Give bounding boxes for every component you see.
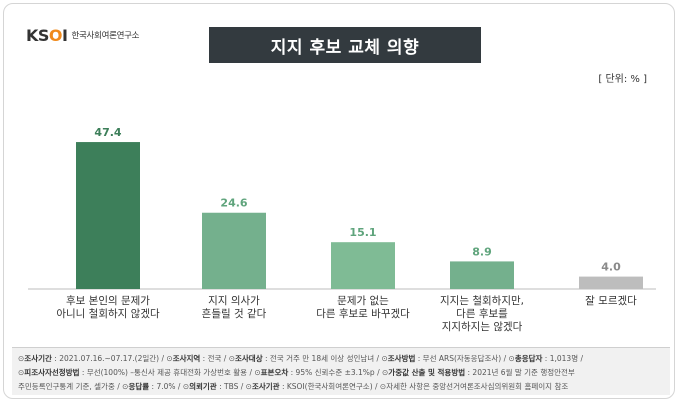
footer-line-3: 주민등록인구통계 기준, 셀가중 / ⊙응답률 : 7.0% / ⊙의뢰기관 :… — [18, 382, 569, 391]
data-label-3: 8.9 — [472, 245, 492, 258]
bar-2 — [331, 242, 395, 289]
category-label-4: 잘 모르겠다 — [585, 295, 637, 307]
footer-value: : 전국 — [200, 354, 222, 363]
bar-1 — [202, 212, 266, 289]
footer-label: 조사기간 — [24, 354, 52, 363]
footer-value: : 무선(100%) –통신사 제공 휴대전화 가상번호 활용 — [79, 368, 248, 377]
footer-value: 주민등록인구통계 기준, 셀가중 / — [18, 382, 123, 391]
chart-frame: KSOI 한국사회여론연구소 지지 후보 교체 의향 [ 단위: % ] 47.… — [3, 3, 675, 399]
footer-value: : 2021.07.16.~07.17.(2일간) — [51, 354, 160, 363]
footer-value: : 2021년 6월 말 기준 행정안전부 — [465, 368, 575, 377]
bullet-icon: ⊙ — [228, 354, 235, 363]
footer-value: : 전국 거주 만 18세 이상 성인남녀 — [262, 354, 375, 363]
bullet-icon: ⊙ — [382, 368, 389, 377]
bullet-icon: ⊙ — [381, 354, 388, 363]
footer-note: ⊙자세한 사항은 중앙선거여론조사심의위원회 홈페이지 참조 — [379, 382, 569, 391]
footer-value: : 무선 ARS(자동응답조사) — [415, 354, 502, 363]
bullet-icon: ⊙ — [18, 354, 25, 363]
footer-label: 피조사자선정방법 — [24, 368, 80, 377]
logo-mark: KSOI — [26, 25, 68, 45]
unit-label: [ 단위: % ] — [598, 74, 647, 85]
footer-label: 의뢰기관 — [189, 382, 217, 391]
category-label-2: 문제가 없는 다른 후보로 바꾸겠다 — [316, 294, 410, 320]
data-label-0: 47.4 — [94, 126, 121, 139]
bar-0 — [76, 142, 140, 289]
bullet-icon: ⊙ — [122, 382, 129, 391]
org-name: 한국사회여론연구소 — [71, 31, 140, 41]
bullet-icon: ⊙ — [18, 368, 25, 377]
footer-value: : 7.0% — [149, 382, 176, 391]
footer-value: : 1,013명 — [542, 354, 579, 363]
bullet-icon: ⊙ — [166, 354, 173, 363]
category-label-0: 후보 본인의 문제가 아니니 철회하지 않겠다 — [56, 295, 160, 320]
category-label-3: 지지는 철회하지만, 다른 후보를 지지하지는 않겠다 — [440, 294, 524, 333]
footer-label: 표본오차 — [260, 368, 289, 377]
bar-4 — [579, 276, 643, 289]
footer-line-1: ⊙조사기간 : 2021.07.16.~07.17.(2일간) / ⊙조사지역 … — [18, 354, 584, 363]
chart-title: 지지 후보 교체 의향 — [209, 27, 481, 63]
footer-line-2: ⊙피조사자선정방법 : 무선(100%) –통신사 제공 휴대전화 가상번호 활… — [18, 368, 575, 377]
footer-label: 조사대상 — [235, 354, 263, 363]
footer-value: : KSOI(한국사회여론연구소) — [279, 382, 373, 391]
data-label-2: 15.1 — [349, 226, 376, 239]
footer-label: 총응답자 — [514, 354, 543, 363]
bar-chart: 47.4 후보 본인의 문제가 아니니 철회하지 않겠다 24.6 지지 의사가 흔들릴 … — [28, 126, 656, 333]
ksoi-logo: KSOI 한국사회여론연구소 — [26, 25, 139, 45]
footer-label: 조사지역 — [172, 354, 201, 363]
survey-footer: ⊙조사기간 : 2021.07.16.~07.17.(2일간) / ⊙조사지역 … — [12, 347, 670, 395]
footer-label: 조사기관 — [251, 382, 280, 391]
data-label-4: 4.0 — [601, 261, 621, 274]
chart-title-text: 지지 후보 교체 의향 — [270, 37, 420, 58]
bullet-icon: ⊙ — [508, 354, 515, 363]
bullet-icon: ⊙ — [245, 382, 252, 391]
footer-label: 가중값 산출 및 적용방법 — [388, 368, 466, 377]
category-label-1: 지지 의사가 흔들릴 것 같다 — [202, 295, 267, 320]
footer-value: : TBS — [216, 382, 239, 391]
bar-3 — [450, 261, 514, 289]
footer-label: 응답률 — [128, 382, 150, 391]
footer-label: 조사방법 — [387, 354, 416, 363]
footer-value: : 95% 신뢰수준 ±3.1%p — [288, 368, 375, 377]
bullet-icon: ⊙ — [182, 382, 190, 391]
data-label-1: 24.6 — [220, 197, 247, 210]
bullet-icon: ⊙ — [254, 368, 261, 377]
